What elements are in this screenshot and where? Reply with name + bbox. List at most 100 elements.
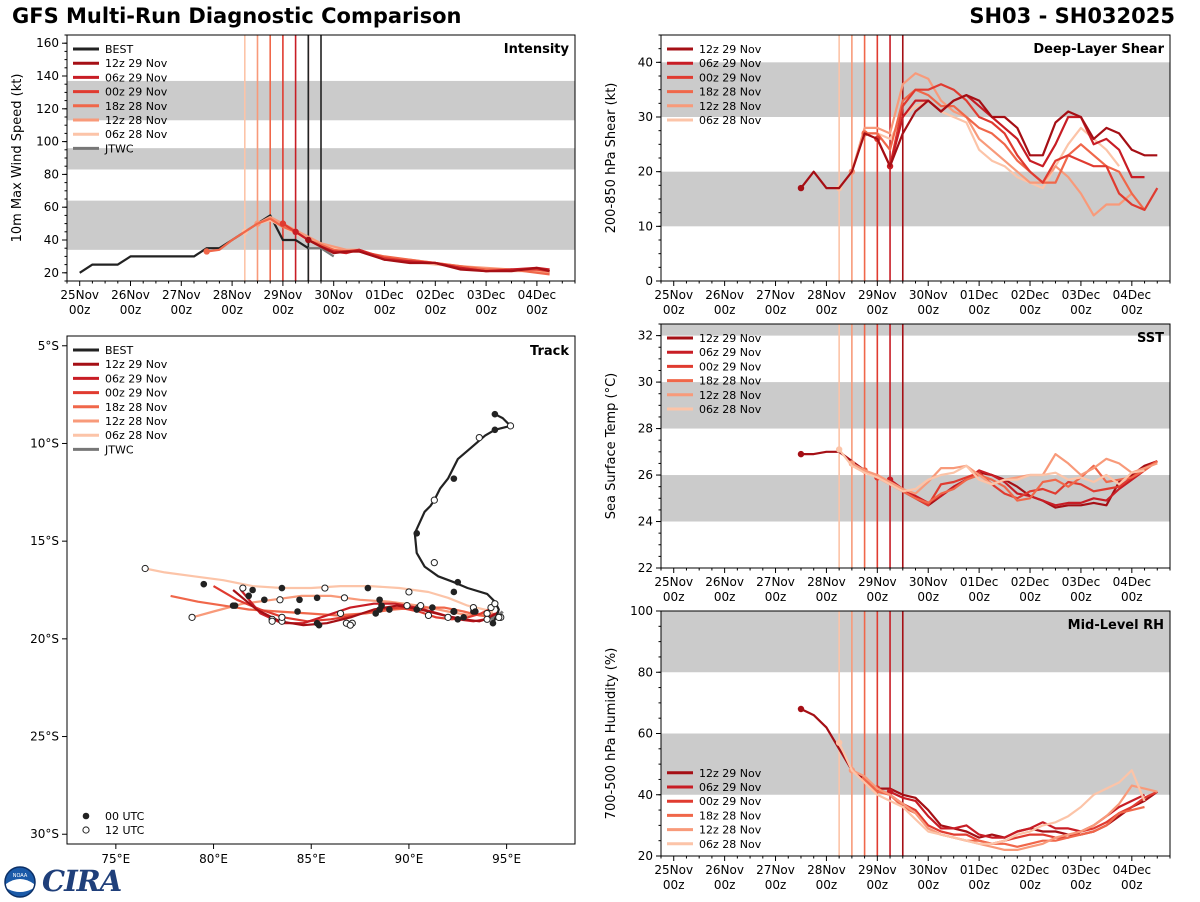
track-point-12utc (276, 596, 284, 604)
series-start-point (797, 705, 805, 713)
panel-title: Track (530, 344, 569, 359)
legend-entry: 06z 28 Nov (105, 128, 168, 141)
track-point-00utc (489, 619, 497, 627)
x-tick-label: 01Dec (960, 575, 999, 589)
x-tick-label: 30Nov (909, 863, 948, 877)
legend-entry: 06z 29 Nov (699, 346, 762, 359)
y-tick-label: 20 (44, 266, 59, 280)
x-tick-label: 29Nov (858, 288, 897, 302)
logo-text: CIRA (42, 864, 122, 898)
y-axis-label: 700-500 hPa Humidity (%) (604, 648, 619, 820)
x-tick-label: 00z (968, 303, 990, 317)
track-point-00utc (454, 616, 462, 623)
x-tick-label: 00z (1121, 303, 1143, 317)
legend-entry: 06z 29 Nov (699, 781, 762, 794)
x-tick-label: 25Nov (654, 288, 693, 302)
track-point-00utc (491, 426, 499, 434)
track-point-12utc (483, 615, 491, 623)
x-tick-label: 90°E (394, 852, 423, 866)
x-tick-label: 00z (323, 303, 345, 317)
series-line (838, 742, 1146, 845)
track-point-00utc (413, 606, 421, 613)
y-tick-label: 160 (36, 36, 59, 50)
plot-area (661, 611, 1170, 856)
y-tick-label: 40 (44, 233, 59, 247)
track-point-00utc (278, 584, 286, 592)
legend-entry: 12z 28 Nov (699, 824, 762, 837)
x-tick-label: 30Nov (314, 288, 353, 302)
track-point-00utc (386, 606, 393, 613)
x-tick-label: 00z (663, 590, 685, 604)
track-point-12utc (188, 613, 196, 621)
x-tick-label: 75°E (101, 852, 130, 866)
x-tick-label: 00z (272, 303, 294, 317)
x-tick-label: 25Nov (60, 288, 99, 302)
y-tick-label: 0 (645, 274, 653, 288)
legend-entry: 18z 28 Nov (105, 100, 168, 113)
x-tick-label: 02Dec (1011, 863, 1050, 877)
x-tick-label: 25Nov (654, 863, 693, 877)
plot-area (661, 35, 1170, 281)
track-point-00utc (450, 588, 458, 596)
series-line (800, 93, 1158, 190)
x-tick-label: 25Nov (654, 575, 693, 589)
x-tick-label: 30Nov (909, 288, 948, 302)
track-point-12utc (346, 621, 354, 629)
series-line (307, 239, 550, 273)
x-tick-label: 26Nov (705, 288, 744, 302)
y-tick-label: 100 (36, 135, 59, 149)
axes-frame (66, 335, 576, 845)
legend-entry: 18z 28 Nov (699, 375, 762, 388)
x-tick-label: 00z (171, 303, 193, 317)
track-line (413, 413, 512, 624)
x-tick-label: 29Nov (264, 288, 303, 302)
track-point-12utc (506, 422, 515, 430)
x-tick-label: 00z (1121, 590, 1143, 604)
series-line (876, 460, 1158, 507)
track-point-12utc (491, 600, 499, 608)
threshold-band (661, 611, 1170, 673)
track-point-00utc (491, 410, 499, 418)
y-tick-label: 100 (630, 604, 653, 618)
y-tick-label: 80 (44, 167, 59, 181)
legend-entry: 18z 28 Nov (105, 401, 168, 414)
track-point-12utc (430, 559, 438, 567)
y-tick-label: 40 (638, 788, 653, 802)
x-tick-label: 00z (765, 878, 787, 892)
x-tick-label: 00z (1121, 878, 1143, 892)
legend-entry: 00z 29 Nov (699, 795, 762, 808)
y-tick-label: 10 (638, 219, 653, 233)
legend-entry: 06z 28 Nov (699, 838, 762, 851)
track-point-12utc (483, 609, 491, 618)
legend-entry: 12z 28 Nov (699, 100, 762, 113)
x-tick-label: 04Dec (1113, 575, 1152, 589)
legend-entry: 18z 28 Nov (699, 809, 762, 822)
track-point-00utc (413, 530, 421, 537)
legend-entry: 06z 29 Nov (105, 71, 168, 84)
x-tick-label: 00z (475, 303, 497, 317)
series-line (308, 247, 335, 258)
legend-entry: 00z 29 Nov (105, 86, 168, 99)
track-point-00utc (231, 602, 239, 609)
track-point-00utc (245, 592, 253, 600)
legend-entry: 12z 28 Nov (105, 114, 168, 127)
series-line (864, 460, 1158, 504)
x-tick-label: 00z (663, 303, 685, 317)
track-point-00utc (460, 614, 467, 621)
x-tick-label: 03Dec (467, 288, 506, 302)
legend-entry: BEST (105, 344, 133, 357)
noaa-seal-icon: NOAA (4, 866, 36, 898)
x-tick-label: 00z (1070, 590, 1092, 604)
track-point-00utc (376, 596, 383, 604)
y-tick-label: 20°S (30, 632, 59, 646)
y-tick-label: 24 (638, 515, 653, 529)
x-tick-label: 28Nov (807, 863, 846, 877)
series-line (838, 448, 1145, 493)
series-line (838, 99, 1120, 190)
track-point-00utc (200, 580, 208, 588)
x-tick-label: 00z (968, 590, 990, 604)
series-start-point (835, 739, 843, 746)
track-line (144, 567, 494, 613)
panel-title: SST (1137, 331, 1164, 346)
